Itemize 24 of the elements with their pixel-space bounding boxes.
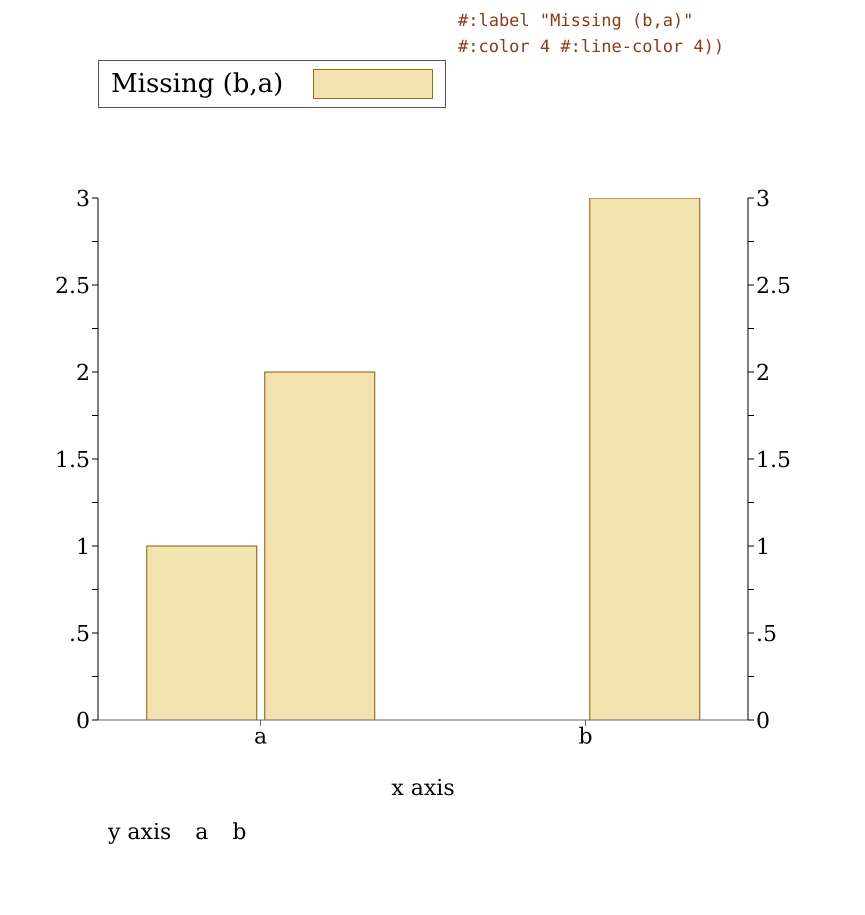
y-tick-label: 0 (76, 708, 90, 734)
text: #:color 4 #:line-color 4)) (458, 36, 726, 59)
y-tick-label: 1 (76, 534, 90, 560)
y-tick-label: 2 (76, 360, 90, 386)
bar (146, 546, 258, 720)
text: b (232, 820, 246, 845)
y2-tick-label: 1.5 (756, 448, 791, 473)
text: #:label "Missing (b,a)" (458, 10, 694, 33)
y2-tick-label: 2 (756, 360, 770, 386)
legend-label: Missing (b,a) (111, 69, 284, 99)
text: a (195, 820, 208, 845)
bar (589, 198, 700, 720)
y2-tick-label: 3 (756, 186, 770, 212)
y-tick-label: 2.5 (55, 274, 90, 299)
y2-tick-label: 1 (756, 534, 770, 560)
y2-tick-label: .5 (756, 622, 777, 647)
y-tick-label: .5 (69, 622, 90, 647)
y2-tick-label: 0 (756, 708, 770, 734)
x-axis-title: x axis (391, 776, 455, 801)
bar (264, 372, 376, 720)
text: y axis (108, 820, 172, 845)
y2-tick-label: 2.5 (756, 274, 791, 299)
y-tick-label: 1.5 (55, 448, 90, 473)
y-tick-label: 3 (76, 186, 90, 212)
